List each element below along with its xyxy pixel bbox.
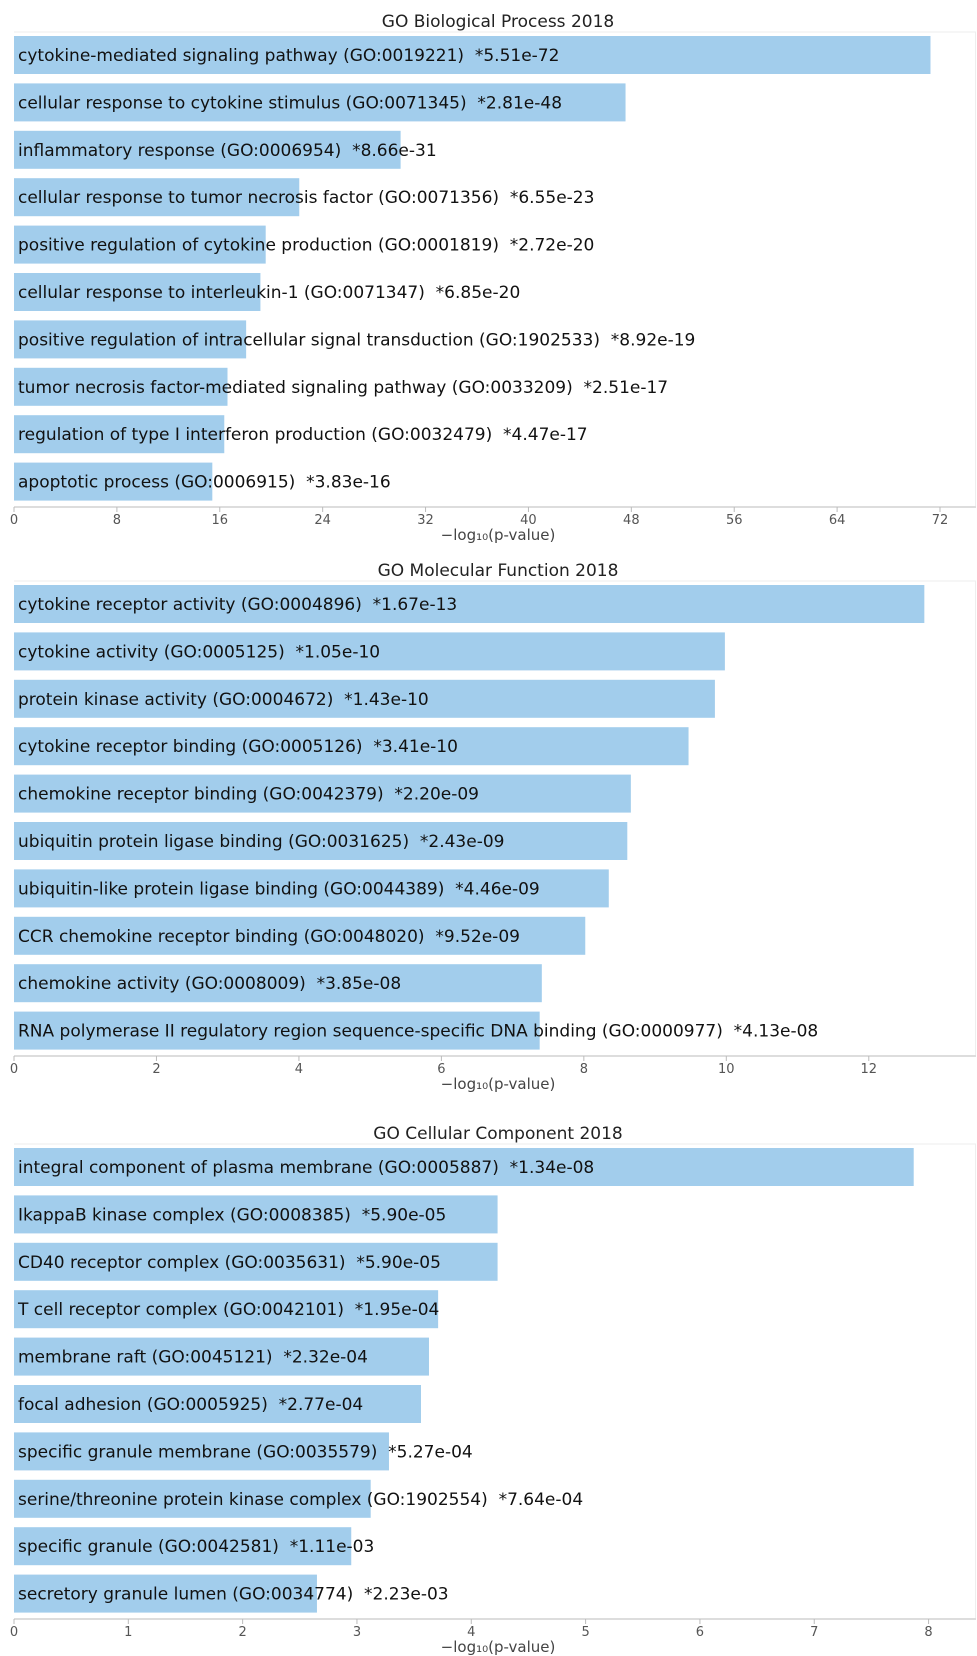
bar (14, 679, 715, 718)
bar-label: cytokine receptor activity (GO:0004896) … (18, 595, 457, 615)
bar (14, 1148, 914, 1186)
bar-label: RNA polymerase II regulatory region sequ… (18, 1022, 818, 1042)
bar (14, 585, 925, 623)
bar (14, 130, 401, 169)
x-tick-label: 0 (10, 1062, 18, 1077)
bar (14, 1385, 421, 1423)
x-tick-label: 72 (932, 513, 949, 528)
bar (14, 964, 542, 1003)
x-tick-label: 3 (353, 1625, 361, 1640)
bar-label: tumor necrosis factor-mediated signaling… (18, 378, 668, 398)
bar (14, 774, 631, 813)
bar (14, 83, 626, 122)
x-tick-label: 4 (295, 1062, 303, 1077)
bar (14, 1479, 371, 1518)
bar (14, 178, 300, 217)
x-tick-label: 2 (239, 1625, 247, 1640)
x-tick-label: 16 (212, 513, 229, 528)
bar-label: integral component of plasma membrane (G… (18, 1158, 594, 1178)
bar (14, 822, 628, 860)
bar (14, 225, 266, 264)
chart-title: GO Biological Process 2018 (382, 12, 614, 32)
bar (14, 320, 247, 359)
chart-title: GO Molecular Function 2018 (378, 561, 619, 581)
bar-label: cytokine activity (GO:0005125) *1.05e-10 (18, 642, 380, 662)
bar (14, 1242, 498, 1281)
x-tick-label: 32 (417, 513, 434, 528)
bar-label: inflammatory response (GO:0006954) *8.66… (18, 141, 437, 161)
x-tick-label: 8 (580, 1062, 588, 1077)
x-tick-label: 7 (810, 1625, 818, 1640)
bar-label: serine/threonine protein kinase complex … (18, 1490, 583, 1510)
bar-label: focal adhesion (GO:0005925) *2.77e-04 (18, 1395, 363, 1415)
bar-label: cellular response to interleukin-1 (GO:0… (18, 283, 520, 303)
x-tick-label: 48 (623, 513, 640, 528)
bar-label: specific granule (GO:0042581) *1.11e-03 (18, 1537, 374, 1557)
bar-label: T cell receptor complex (GO:0042101) *1.… (17, 1300, 439, 1320)
x-tick-label: 0 (10, 1625, 18, 1640)
x-tick-label: 8 (924, 1625, 932, 1640)
chart-title: GO Cellular Component 2018 (373, 1124, 622, 1144)
chart-panel-1: GO Biological Process 2018 cytokine-media… (10, 12, 976, 544)
bar-label: chemokine activity (GO:0008009) *3.85e-0… (18, 974, 401, 994)
chart-panel-3: GO Cellular Component 2018 integral compo… (10, 1124, 976, 1656)
x-tick-label: 64 (829, 513, 846, 528)
x-tick-label: 10 (718, 1062, 735, 1077)
bar (14, 869, 609, 908)
x-tick-label: 2 (152, 1062, 160, 1077)
bar (14, 1337, 429, 1376)
bar-label: specific granule membrane (GO:0035579) *… (18, 1442, 473, 1462)
bar-label: protein kinase activity (GO:0004672) *1.… (18, 690, 429, 710)
x-tick-label: 8 (113, 513, 121, 528)
x-tick-label: 12 (860, 1062, 877, 1077)
bar (14, 1011, 540, 1050)
x-axis-label: −log₁₀(p-value) (441, 526, 556, 544)
x-tick-label: 5 (581, 1625, 589, 1640)
bar-label: cellular response to tumor necrosis fact… (18, 188, 594, 208)
x-axis-label: −log₁₀(p-value) (441, 1638, 556, 1656)
bar-label: ubiquitin-like protein ligase binding (G… (18, 879, 540, 899)
bar-label: regulation of type I interferon producti… (18, 425, 588, 445)
bar (14, 1195, 498, 1234)
bar (14, 1432, 389, 1471)
bar (14, 1527, 352, 1566)
x-tick-label: 6 (696, 1625, 704, 1640)
x-tick-label: 0 (10, 513, 18, 528)
bar-label: positive regulation of intracellular sig… (18, 330, 695, 350)
bar-label: apoptotic process (GO:0006915) *3.83e-16 (18, 473, 391, 493)
bar-label: secretory granule lumen (GO:0034774) *2.… (18, 1585, 449, 1605)
bar-label: chemokine receptor binding (GO:0042379) … (18, 785, 479, 805)
bar-label: CD40 receptor complex (GO:0035631) *5.90… (18, 1253, 441, 1273)
bar-label: cellular response to cytokine stimulus (… (18, 93, 562, 113)
bar-label: ubiquitin protein ligase binding (GO:003… (18, 832, 504, 852)
bar-label: membrane raft (GO:0045121) *2.32e-04 (18, 1348, 368, 1368)
bar-label: IkappaB kinase complex (GO:0008385) *5.9… (18, 1205, 446, 1225)
x-tick-label: 56 (726, 513, 743, 528)
x-tick-label: 24 (314, 513, 331, 528)
chart-panel-2: GO Molecular Function 2018 cytokine recep… (10, 561, 976, 1093)
bar (14, 727, 689, 766)
bar (14, 1290, 439, 1329)
x-tick-label: 1 (124, 1625, 132, 1640)
bar (14, 273, 261, 311)
bar (14, 415, 225, 454)
bar (14, 367, 228, 406)
bar-label: cytokine receptor binding (GO:0005126) *… (18, 737, 458, 757)
bar (14, 462, 213, 501)
bar (14, 916, 586, 955)
x-tick-label: 40 (520, 513, 537, 528)
bar (14, 1574, 317, 1613)
bar-label: CCR chemokine receptor binding (GO:00480… (18, 927, 520, 947)
bar (14, 36, 931, 74)
bar (14, 632, 725, 671)
x-tick-label: 4 (467, 1625, 475, 1640)
x-axis-label: −log₁₀(p-value) (441, 1075, 556, 1093)
x-tick-label: 6 (437, 1062, 445, 1077)
bar-label: positive regulation of cytokine producti… (18, 236, 594, 256)
bar-label: cytokine-mediated signaling pathway (GO:… (18, 46, 559, 66)
